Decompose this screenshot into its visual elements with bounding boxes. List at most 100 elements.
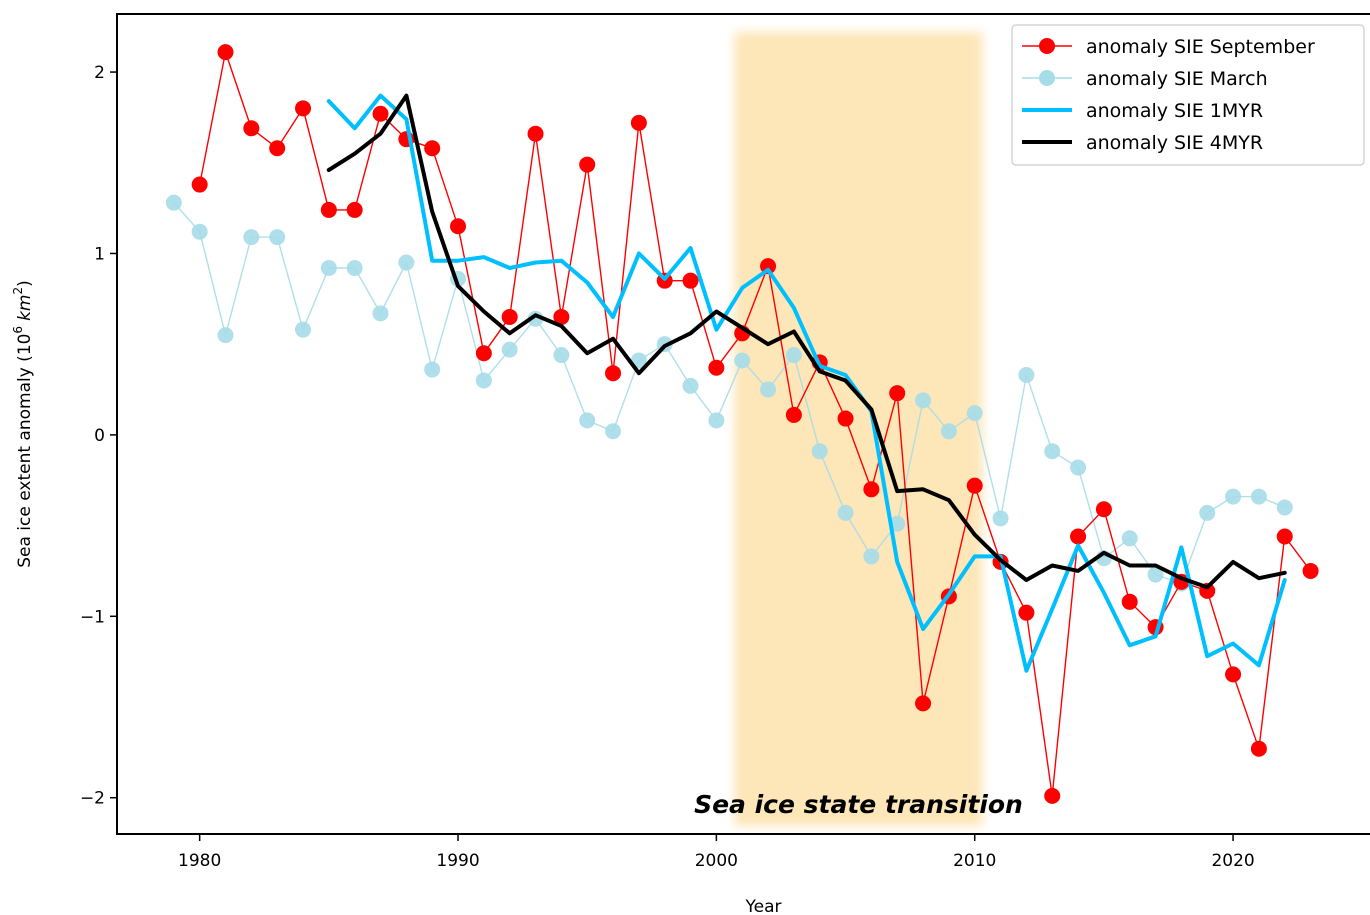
legend-entry: anomaly SIE 4MYR <box>1022 132 1263 154</box>
data-point <box>785 406 802 423</box>
legend: anomaly SIE September anomaly SIE March an… <box>1011 24 1365 166</box>
x-axis-title: Year <box>745 897 782 915</box>
legend-entry: anomaly SIE 1MYR <box>1022 100 1263 122</box>
data-point <box>475 372 492 389</box>
series-line <box>173 201 1286 585</box>
data-point <box>734 352 751 369</box>
series-0 <box>165 194 1293 592</box>
data-point <box>863 481 880 498</box>
data-point <box>217 44 234 61</box>
data-point <box>1225 666 1242 683</box>
data-point <box>398 254 415 271</box>
transition-annotation: Sea ice state transition <box>694 790 1023 819</box>
y-axis-title-main: Sea ice extent anomaly (10 <box>15 334 35 568</box>
data-point <box>1199 504 1216 521</box>
series-line <box>326 93 1287 590</box>
data-point <box>501 341 518 358</box>
data-point <box>1018 367 1035 384</box>
data-point <box>295 321 312 338</box>
data-point <box>1121 593 1138 610</box>
data-point <box>992 510 1009 527</box>
data-point <box>1070 459 1087 476</box>
data-point <box>708 412 725 429</box>
y-tick-label: −1 <box>80 607 105 627</box>
data-point <box>889 385 906 402</box>
data-point <box>579 156 596 173</box>
data-point <box>553 308 570 325</box>
data-point <box>243 120 260 137</box>
transition-highlight <box>734 32 983 826</box>
data-point <box>165 194 182 211</box>
data-point <box>346 201 363 218</box>
data-point <box>966 405 983 422</box>
data-point <box>682 377 699 394</box>
data-point <box>372 305 389 322</box>
legend-swatch-marker <box>1039 38 1055 54</box>
data-point <box>1044 443 1061 460</box>
legend-label: anomaly SIE September <box>1086 36 1315 58</box>
series-line <box>326 93 1287 673</box>
legend-label: anomaly SIE 4MYR <box>1086 132 1263 154</box>
y-tick-label: 0 <box>94 426 105 446</box>
series-1 <box>191 44 1319 804</box>
data-point <box>708 359 725 376</box>
data-point <box>501 308 518 325</box>
y-tick-label: −2 <box>80 789 105 809</box>
data-point <box>217 327 234 344</box>
data-point <box>1095 501 1112 518</box>
y-axis-title-exp: 6 <box>11 326 25 334</box>
data-point <box>1276 528 1293 545</box>
data-point <box>837 504 854 521</box>
data-point <box>1302 562 1319 579</box>
data-point <box>1250 488 1267 505</box>
legend-box <box>1011 24 1365 166</box>
y-axis-title-unit-exp: 2 <box>11 287 25 295</box>
data-point <box>269 140 286 157</box>
legend-entry: anomaly SIE March <box>1022 68 1268 90</box>
data-point <box>915 695 932 712</box>
data-point <box>243 229 260 246</box>
data-point <box>475 345 492 362</box>
series-2 <box>326 93 1287 673</box>
data-point <box>863 548 880 565</box>
data-point <box>191 176 208 193</box>
legend-label: anomaly SIE March <box>1086 68 1268 90</box>
data-point <box>682 272 699 289</box>
data-point <box>605 423 622 440</box>
data-point <box>966 477 983 494</box>
y-axis-title-unit: km <box>15 295 35 321</box>
x-tick-label: 2010 <box>953 851 996 871</box>
data-point <box>940 423 957 440</box>
data-point <box>811 443 828 460</box>
data-point <box>1121 530 1138 547</box>
data-point <box>553 347 570 364</box>
data-point <box>1250 740 1267 757</box>
axes: 1980 1990 2000 2010 2020 2 1 0 −1 −2 <box>80 13 1370 871</box>
data-point <box>191 223 208 240</box>
data-point <box>269 229 286 246</box>
y-tick-label: 1 <box>94 244 105 264</box>
x-tick-label: 1980 <box>178 851 221 871</box>
y-axis-title-end: ) <box>15 280 35 287</box>
legend-label: anomaly SIE 1MYR <box>1086 100 1263 122</box>
x-tick-label: 1990 <box>436 851 479 871</box>
data-point <box>320 259 337 276</box>
y-axis-title: Sea ice extent anomaly (106 km2) <box>11 280 35 568</box>
data-point <box>1147 566 1164 583</box>
data-point <box>320 201 337 218</box>
data-point <box>1276 499 1293 516</box>
data-point <box>450 218 467 235</box>
x-tick-label: 2000 <box>695 851 738 871</box>
data-point <box>424 140 441 157</box>
data-point <box>295 100 312 117</box>
data-point <box>527 125 544 142</box>
transition-band <box>734 32 983 826</box>
data-point <box>579 412 596 429</box>
data-point <box>372 105 389 122</box>
data-point <box>1044 787 1061 804</box>
data-point <box>1070 528 1087 545</box>
data-point <box>1225 488 1242 505</box>
legend-entry: anomaly SIE September <box>1022 36 1315 58</box>
data-point <box>915 392 932 409</box>
